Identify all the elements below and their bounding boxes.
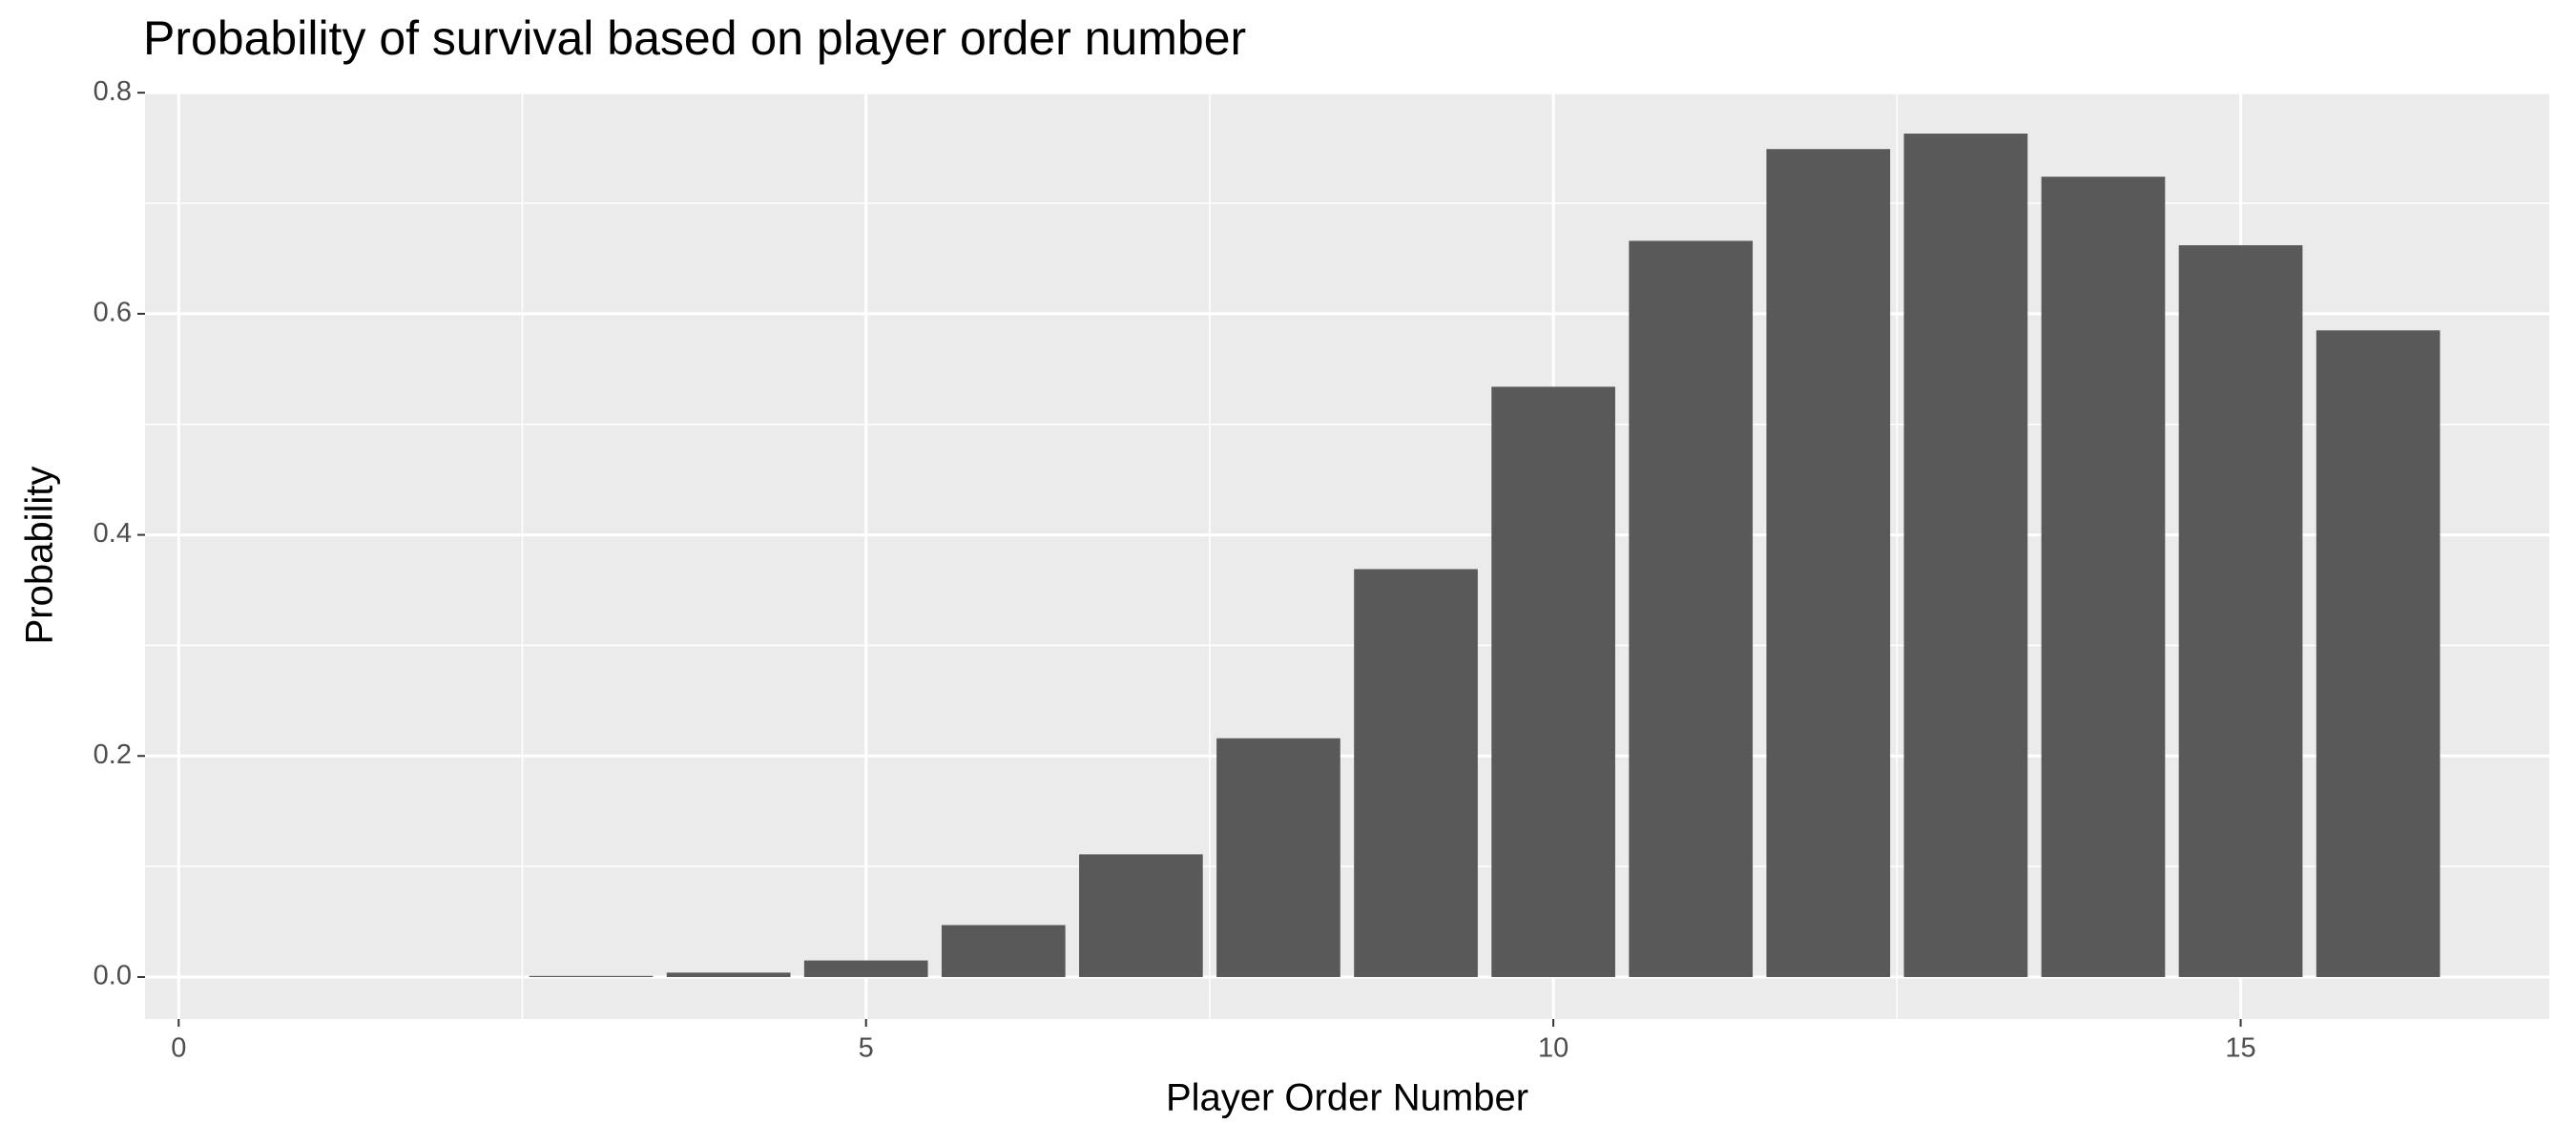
x-tick-label: 10 — [1538, 1033, 1568, 1064]
bar — [1903, 134, 2028, 977]
x-axis-title: Player Order Number — [1166, 1077, 1528, 1119]
bar — [2178, 245, 2303, 977]
y-tick-label: 0.0 — [93, 961, 132, 991]
x-tick-label: 15 — [2225, 1033, 2255, 1064]
bar — [666, 972, 791, 977]
bar — [1766, 149, 1891, 977]
y-axis-title: Probability — [19, 467, 61, 645]
bar — [941, 925, 1066, 977]
x-tick-label: 0 — [171, 1033, 186, 1064]
y-tick-label: 0.4 — [93, 518, 132, 549]
bar — [803, 960, 928, 977]
bar — [1079, 854, 1203, 977]
x-tick-label: 5 — [859, 1033, 874, 1064]
chart-title: Probability of survival based on player … — [143, 11, 1246, 65]
bar — [1491, 386, 1615, 977]
y-tick-label: 0.8 — [93, 76, 132, 107]
y-tick-label: 0.6 — [93, 298, 132, 328]
bar — [1216, 738, 1340, 977]
bar — [1629, 240, 1754, 977]
y-tick-label: 0.2 — [93, 739, 132, 770]
bar — [1354, 569, 1478, 977]
bar — [529, 975, 654, 977]
bar — [2316, 330, 2441, 977]
bar — [2041, 177, 2166, 977]
